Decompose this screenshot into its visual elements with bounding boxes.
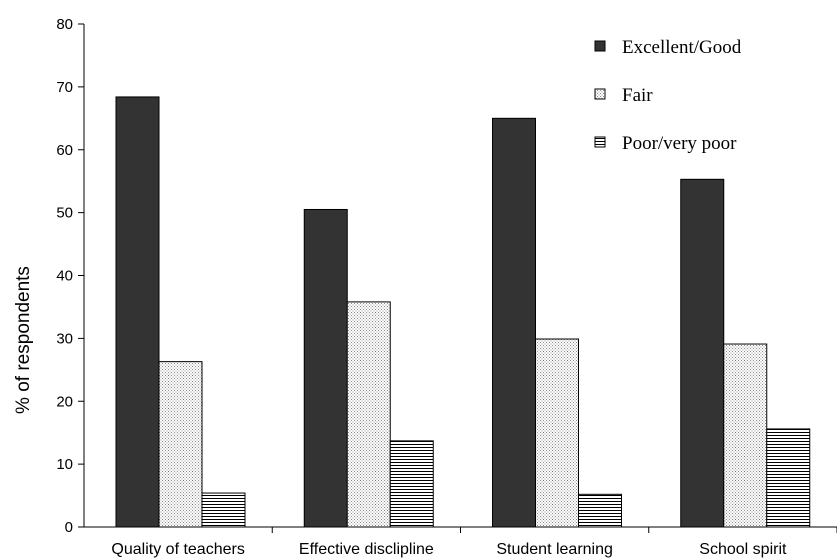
y-tick-label-50: 50	[56, 205, 73, 222]
y-tick-label-10: 10	[56, 456, 73, 473]
bar-3-3	[578, 493, 622, 528]
bar-2-1	[158, 361, 203, 528]
x-category-label-1: Quality of teachers	[111, 541, 244, 558]
legend-label-3: Poor/very poor	[622, 133, 737, 154]
bar-1-3	[492, 117, 536, 528]
bar-1-4	[680, 178, 725, 528]
legend: Excellent/Good Fair Poor/very poor	[594, 37, 742, 154]
y-tick-label-70: 70	[56, 79, 73, 96]
y-tick-label-30: 30	[56, 330, 73, 347]
bar-1-2	[303, 208, 348, 528]
y-tick-label-0: 0	[65, 519, 73, 536]
bar-3-1	[201, 492, 246, 528]
bar-3-4	[766, 428, 811, 528]
bar-2-4	[723, 343, 768, 528]
legend-swatch-2	[594, 88, 606, 100]
y-tick-label-60: 60	[56, 142, 73, 159]
x-category-label-2: Effective disclipline	[299, 541, 434, 558]
y-tick-label-80: 80	[56, 16, 73, 33]
bars	[115, 96, 811, 528]
legend-label-1: Excellent/Good	[622, 37, 742, 58]
axes: 0 10 20 30 40 50 60 70 80 Quality of teachers Effe…	[56, 16, 837, 558]
bar-3-2	[389, 440, 434, 528]
x-category-label-3: Student learning	[496, 541, 613, 558]
bar-2-2	[346, 301, 391, 528]
y-axis-title: % of respondents	[13, 266, 34, 414]
legend-label-2: Fair	[622, 85, 653, 106]
y-tick-label-40: 40	[56, 268, 73, 285]
bar-1-1	[115, 96, 160, 528]
bar-2-3	[535, 338, 579, 528]
x-category-label-4: School spirit	[699, 541, 787, 558]
y-tick-label-20: 20	[56, 393, 73, 410]
legend-swatch-3	[594, 136, 606, 148]
legend-swatch-1	[594, 40, 606, 52]
